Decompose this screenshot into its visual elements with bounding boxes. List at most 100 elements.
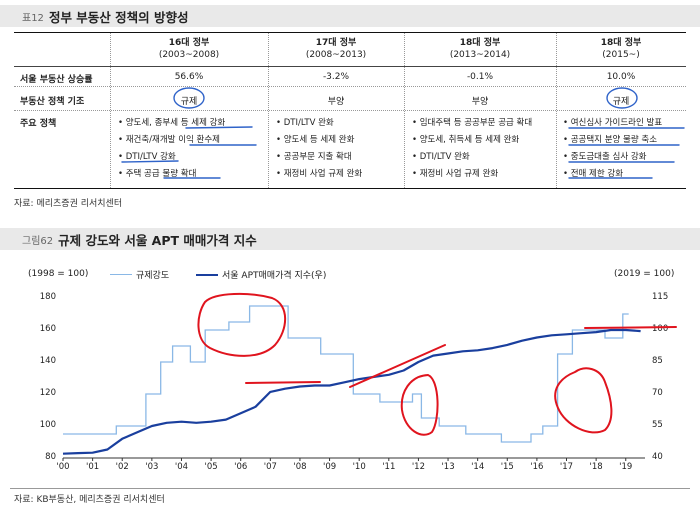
left-tick-label: 140 [39,356,56,366]
x-tick-label: '11 [382,462,396,472]
policy-item: • 전매 제한 강화 [563,169,624,179]
growth-cell: -3.2% [322,72,350,82]
table-header-rule [14,66,686,67]
col-header-period: (2003~2008) [158,50,220,60]
table-source: 자료: 메리츠증권 리서치센터 [14,199,123,209]
policy-item: • 중도금대출 심사 강화 [563,152,647,162]
policy-item: • 공공부문 지출 확대 [276,152,352,162]
growth-cell: 56.6% [174,72,204,82]
right-tick-label: 100 [652,324,669,334]
policy-item: • 재건축/재개발 이익 환수제 [118,135,221,145]
legend-swatch-regulation [110,274,132,275]
policy-item: • DTI/LTV 강화 [118,152,176,162]
red-circle-2012 [400,373,439,436]
x-tick-label: '00 [56,462,70,472]
policy-item: • 재정비 사업 규제 완화 [276,169,363,179]
red-mark-trend-up [349,344,446,388]
col-header-name: 18대 정부 [600,38,642,48]
table-header-bar: 표12 정부 부동산 정책의 방향성 [0,5,700,27]
x-tick-label: '13 [441,462,455,472]
table-col-divider [110,33,111,188]
red-pen-markup [197,292,677,436]
table-col-divider [404,33,405,188]
x-tick-label: '06 [234,462,248,472]
col-header-name: 16대 정부 [168,38,210,48]
x-tick-label: '10 [352,462,366,472]
x-tick-label: '03 [145,462,159,472]
x-tick-label: '14 [471,462,485,472]
table-row-rule [14,86,686,87]
policy-item: • 주택 공급 물량 확대 [118,169,197,179]
table-title: 정부 부동산 정책의 방향성 [48,9,189,25]
left-tick-label: 80 [45,452,56,462]
col-header: 16대 정부 (2003~2008) [110,37,268,61]
growth-cell: 10.0% [606,72,636,82]
table-col-divider [268,33,269,188]
row-label-policies: 주요 정책 [20,119,57,129]
left-tick-label: 180 [39,292,56,302]
table-bottom-rule [14,188,686,189]
x-tick-label: '02 [115,462,129,472]
figure-tag: 그림62 [22,235,54,247]
x-tick-label: '05 [204,462,218,472]
x-tick-label: '07 [263,462,277,472]
right-tick-label: 55 [652,420,663,430]
red-mark-2018-peak [584,326,677,329]
x-tick-label: '17 [559,462,574,472]
x-tick-label: '12 [411,462,425,472]
row-label-growth: 서울 부동산 상승률 [20,75,93,85]
right-axis-label: (2019 = 100) [614,269,675,279]
col-header: 17대 정부 (2008~2013) [268,37,404,61]
figure-title: 규제 강도와 서울 APT 매매가격 지수 [58,232,257,248]
col-header-period: (2008~2013) [305,50,367,60]
table-row-rule [14,110,686,111]
x-tick-label: '09 [322,462,337,472]
legend-swatch-price [196,274,218,276]
red-mark-2007-plateau [245,381,321,384]
x-tick-label: '19 [619,462,633,472]
left-tick-label: 120 [39,388,56,398]
table-tag: 표12 [22,12,44,24]
growth-cell: -0.1% [466,72,494,82]
policy-item: • 양도세 등 세제 완화 [276,135,355,145]
policy-item: • DTI/LTV 완화 [412,152,470,162]
col-header-name: 18대 정부 [459,38,501,48]
red-circle-2004-2008 [197,292,287,357]
policy-item: • 임대주택 등 공공부문 공급 확대 [412,118,533,128]
col-header-period: (2013~2014) [449,50,511,60]
figure-source: 자료: KB부동산, 메리츠증권 리서치센터 [14,495,165,505]
legend-label-regulation: 규제강도 [136,271,170,281]
legend-label-price: 서울 APT매매가격 지수(우) [222,271,327,281]
table-top-rule [14,32,686,33]
figure-source-rule [10,488,690,489]
left-tick-label: 100 [39,420,56,430]
row-label-stance: 부동산 정책 기조 [20,97,85,107]
x-tick-label: '16 [530,462,544,472]
x-tick-label: '04 [174,462,189,472]
right-tick-label: 70 [652,388,663,398]
col-header-period: (2015~) [602,50,640,60]
right-tick-label: 115 [652,292,669,302]
figure-header-bar: 그림62 규제 강도와 서울 APT 매매가격 지수 [0,228,700,250]
policy-item: • 양도세, 종부세 등 세제 강화 [118,118,226,128]
x-tick-label: '15 [500,462,514,472]
policy-item: • 여신심사 가이드라인 발표 [563,118,663,128]
col-header: 18대 정부 (2013~2014) [404,37,556,61]
left-tick-label: 160 [39,324,56,334]
table-col-divider [556,33,557,188]
red-circle-2017 [554,367,613,434]
x-tick-label: '18 [589,462,603,472]
policy-table: 16대 정부 (2003~2008) 17대 정부 (2008~2013) 18… [14,32,686,189]
series-line-regulation [63,305,629,443]
policy-item: • 재정비 사업 규제 완화 [412,169,499,179]
series-line-price [62,328,641,455]
stance-cell: 부양 [471,97,489,107]
col-header-name: 17대 정부 [315,38,357,48]
col-header: 18대 정부 (2015~) [556,37,686,61]
x-tick-label: '08 [293,462,307,472]
x-tick-marks [62,458,627,461]
x-tick-label: '01 [86,462,100,472]
policy-item: • DTI/LTV 완화 [276,118,334,128]
left-axis-label: (1998 = 100) [28,269,89,279]
